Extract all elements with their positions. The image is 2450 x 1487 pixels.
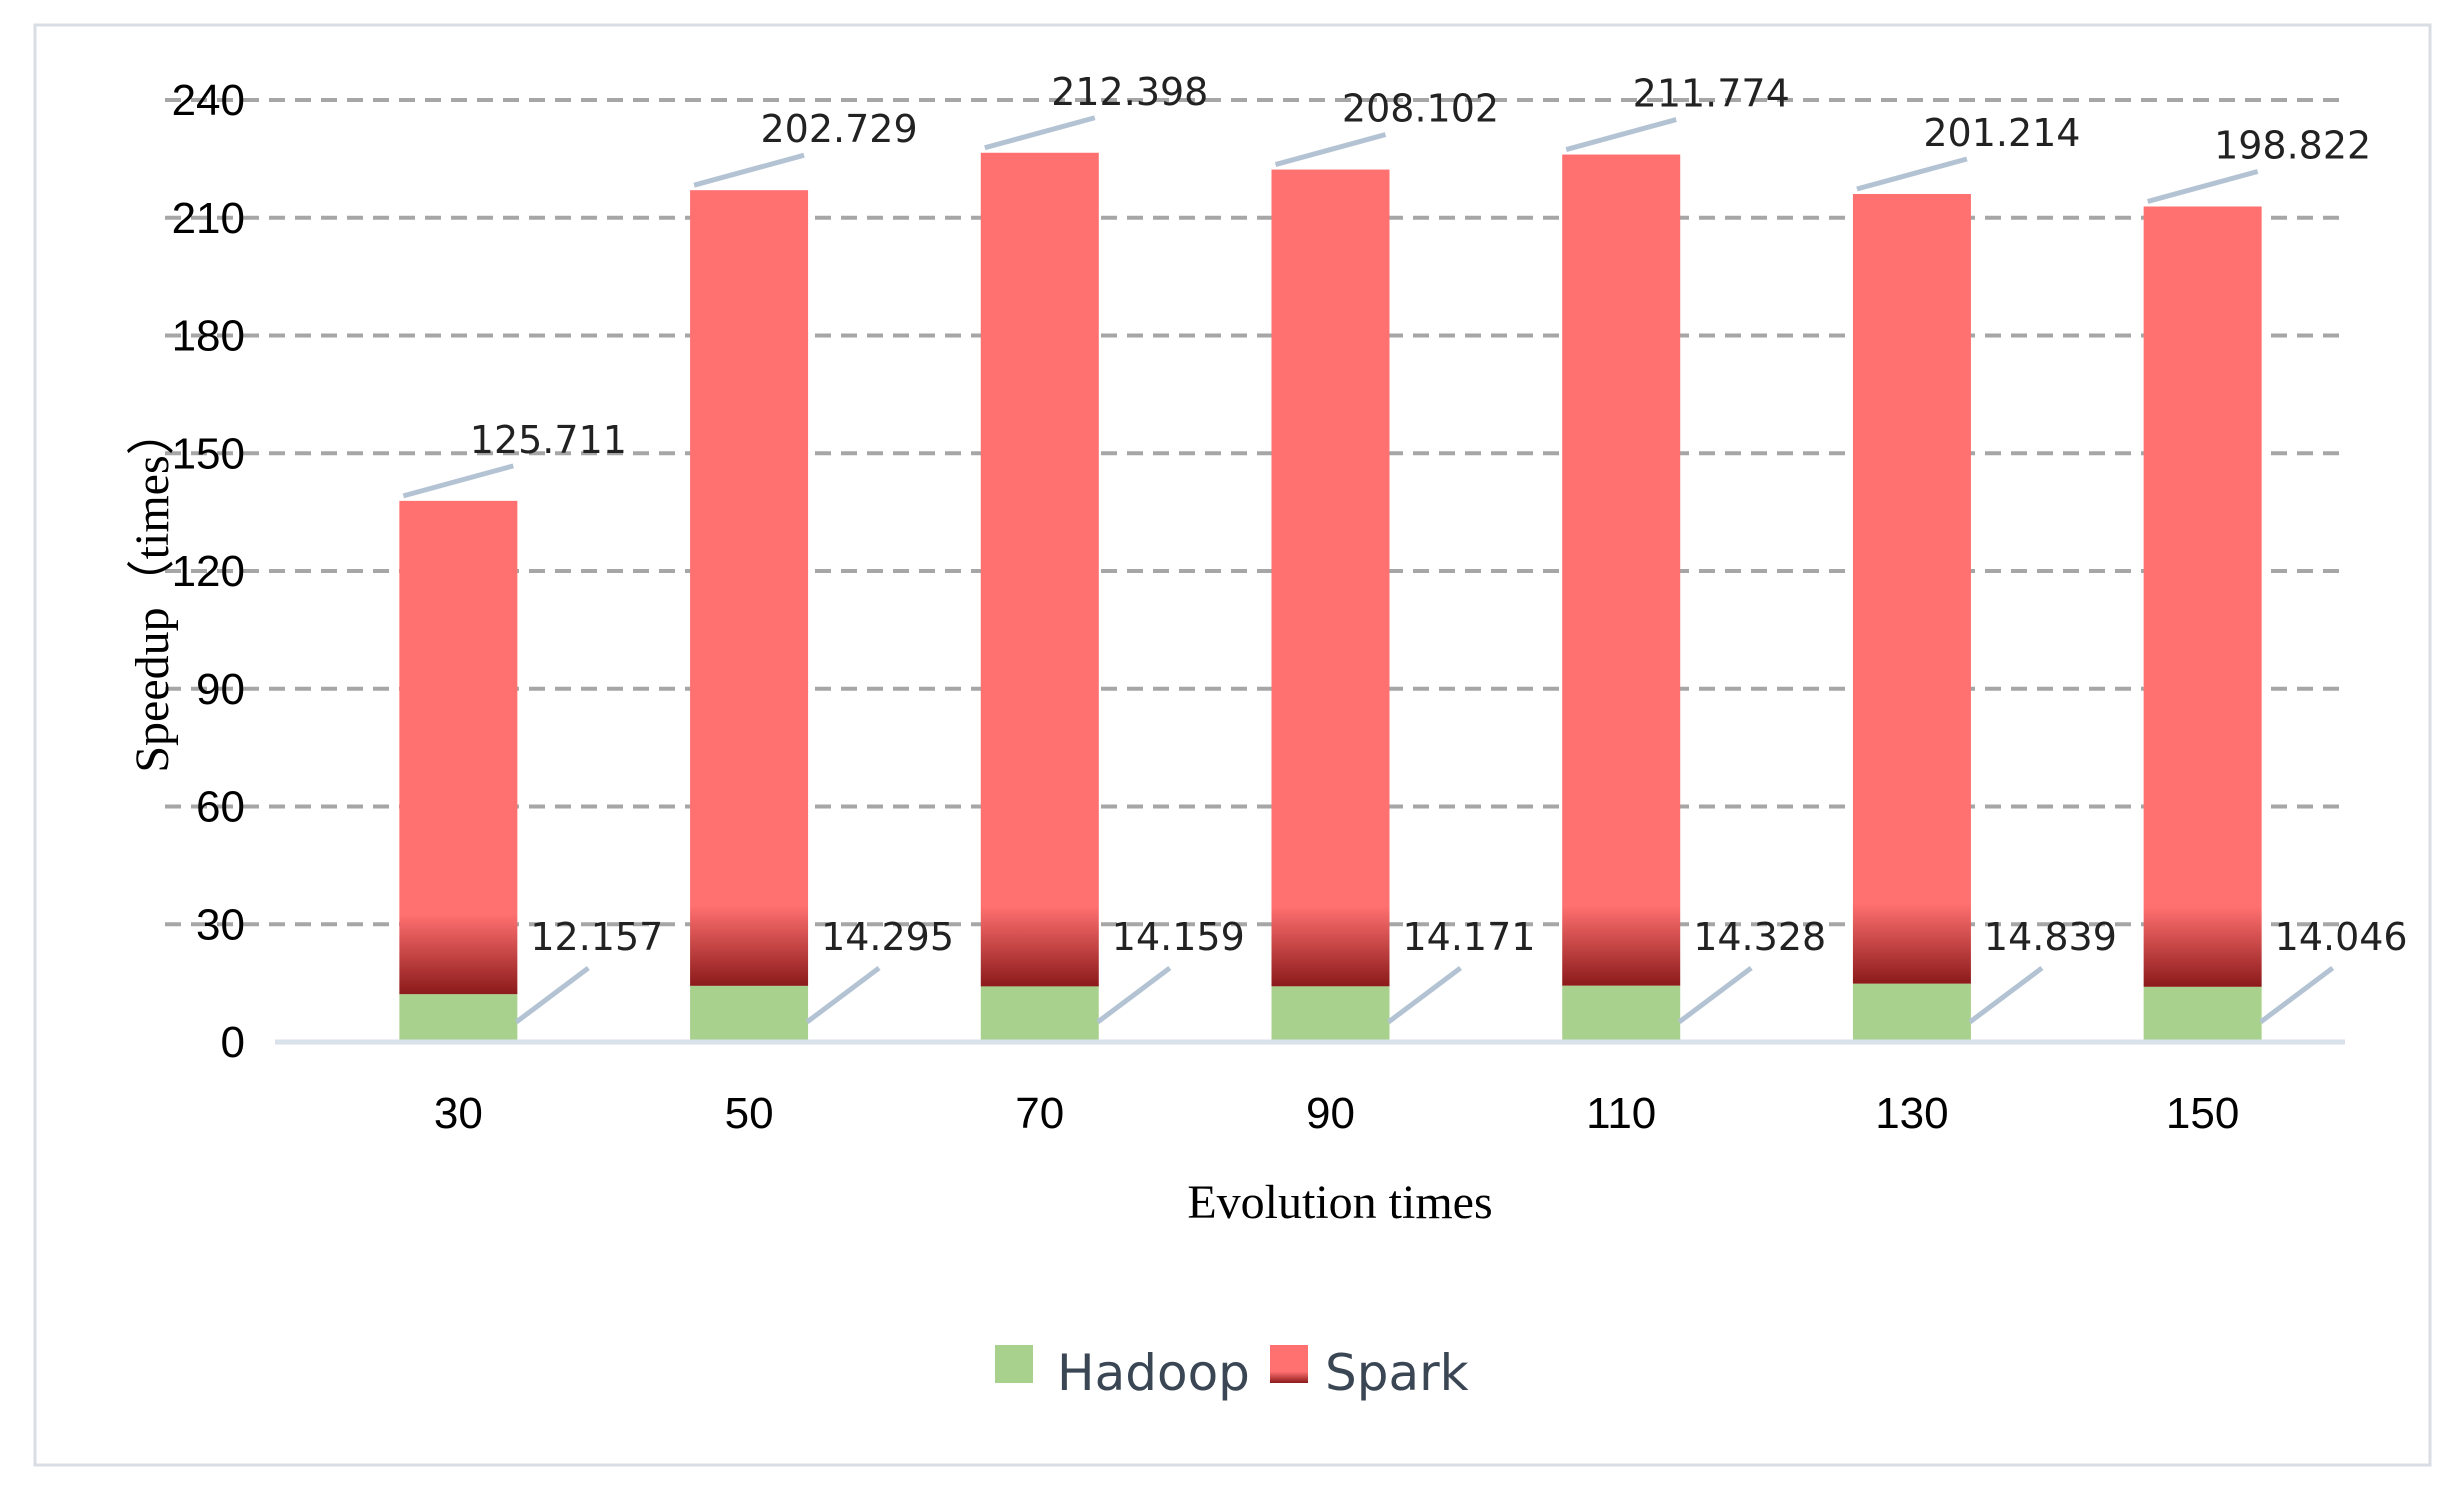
data-label-spark-90: 208.102 [1342,87,1499,131]
y-tick-label: 240 [172,76,245,125]
bar-hadoop-150 [2143,986,2262,1042]
legend: Hadoop Spark [995,1344,1469,1402]
leader-line-spark [1856,156,1968,192]
leader-line-spark [693,152,805,188]
leader-line-spark [402,463,515,499]
x-tick-label: 70 [1015,1089,1064,1138]
data-label-spark-110: 211.774 [1633,72,1790,116]
bar-hadoop-130 [1852,983,1971,1042]
data-label-spark-150: 198.822 [2214,123,2371,167]
leader-line-spark [1274,132,1387,167]
data-label-spark-50: 202.729 [761,107,918,151]
y-tick-label: 180 [172,312,245,361]
y-tick-label: 30 [196,900,245,949]
y-tick-label: 150 [172,429,245,478]
x-axis-title: Evolution times [1187,1176,1492,1229]
axes: 0 30 60 90 120 150 180 210 240 30 50 70 90 110 130 150 [172,76,2345,1138]
y-tick-label: 120 [172,547,245,596]
leader-line-hadoop [1387,966,1462,1024]
data-label-hadoop-110: 14.328 [1693,915,1826,959]
leader-line-hadoop [2259,966,2335,1024]
legend-label-hadoop: Hadoop [1057,1344,1250,1402]
x-tick-label: 150 [2166,1089,2239,1138]
x-tick-label: 30 [434,1089,483,1138]
x-tick-label: 130 [1875,1089,1948,1138]
data-label-hadoop-30: 12.157 [530,915,663,959]
bar-spark-150 [2143,206,2262,987]
bar-spark-30 [399,500,518,995]
legend-swatch-hadoop [995,1345,1033,1383]
bar-spark-50 [690,190,809,986]
leader-lines [402,115,2335,1024]
x-tick-label: 90 [1306,1089,1355,1138]
y-tick-label: 210 [172,194,245,243]
legend-label-spark: Spark [1325,1344,1469,1402]
bar-spark-90 [1271,169,1390,987]
data-label-hadoop-90: 14.171 [1403,915,1536,959]
data-label-hadoop-130: 14.839 [1984,915,2117,959]
y-tick-label: 0 [221,1018,245,1067]
bar-hadoop-90 [1271,986,1390,1042]
data-label-hadoop-150: 14.046 [2275,915,2408,959]
leader-line-spark [984,115,1096,151]
leader-line-hadoop [1096,966,1172,1024]
x-tick-label: 50 [725,1089,774,1138]
bars [399,152,2262,1042]
data-label-spark-130: 201.214 [1923,111,2080,155]
bar-spark-70 [980,152,1099,987]
leader-line-hadoop [514,966,590,1024]
data-label-spark-70: 212.398 [1051,70,1208,114]
x-tick-label: 110 [1586,1089,1656,1138]
leader-line-spark [2146,169,2259,204]
bar-hadoop-70 [980,986,1099,1042]
data-label-hadoop-50: 14.295 [821,915,954,959]
leader-line-hadoop [1677,966,1753,1024]
data-labels: 125.711 12.157 202.729 14.295 212.398 14.159 2… [470,70,2408,959]
y-tick-label: 60 [196,783,245,832]
leader-line-hadoop [805,966,881,1024]
bar-hadoop-50 [690,985,809,1042]
bar-spark-130 [1852,193,1971,984]
bar-hadoop-110 [1562,985,1681,1042]
chart-frame [33,23,2432,1467]
bar-spark-110 [1562,154,1681,986]
bar-hadoop-30 [399,994,518,1042]
data-label-hadoop-70: 14.159 [1112,915,1245,959]
leader-line-spark [1565,117,1677,152]
y-axis-title: Speedup（times） [126,407,179,772]
y-tick-label: 90 [196,665,245,714]
legend-swatch-spark [1270,1345,1308,1383]
data-label-spark-30: 125.711 [470,418,627,462]
leader-line-hadoop [1968,966,2044,1024]
